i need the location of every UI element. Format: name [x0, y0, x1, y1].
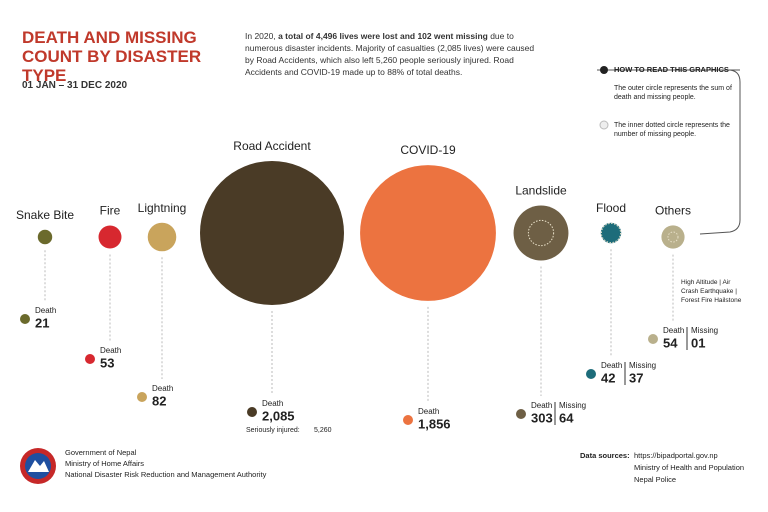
- note: High Altitude | Air Crash Earthquake | For…: [681, 279, 742, 304]
- death-label: Death: [601, 361, 622, 370]
- info-icon: [599, 120, 609, 130]
- government-line: National Disaster Risk Reduction and Man…: [65, 470, 267, 479]
- death-value: 2,085: [262, 408, 295, 423]
- disaster-name: Snake Bite: [16, 208, 74, 222]
- death-label: Death: [262, 399, 283, 408]
- summary: In 2020, a total of 4,496 lives were los…: [245, 30, 545, 78]
- death-value: 303: [531, 410, 553, 425]
- disaster-name: Others: [655, 204, 691, 218]
- death-circle: [600, 222, 622, 244]
- death-circle: [661, 225, 685, 249]
- date-range: 01 JAN – 31 DEC 2020: [22, 80, 128, 91]
- death-circle: [360, 165, 496, 301]
- government-line: Ministry of Home Affairs: [65, 459, 144, 468]
- disaster-name: Road Accident: [233, 139, 311, 153]
- disaster-name: Fire: [100, 204, 121, 218]
- death-circle: [513, 205, 569, 261]
- icon: [586, 369, 596, 379]
- disaster-name: Lightning: [138, 201, 187, 215]
- death-label: Death: [152, 384, 173, 393]
- summary-highlight: a total of 4,496 lives were lost and 102…: [278, 31, 488, 41]
- death-circle: [98, 225, 122, 249]
- missing-value: 64: [559, 410, 574, 425]
- missing-circle: [667, 231, 679, 243]
- icon: [516, 409, 526, 419]
- disaster-name: COVID-19: [400, 143, 456, 157]
- sources-label: Data sources:: [580, 451, 630, 460]
- summary-text: In 2020,: [245, 31, 279, 41]
- icon: [247, 407, 257, 417]
- missing-label: Missing: [629, 361, 656, 370]
- source: Nepal Police: [634, 475, 676, 484]
- death-label: Death: [100, 346, 121, 355]
- injured-label: Seriously injured:: [246, 427, 300, 434]
- missing-label: Missing: [559, 401, 586, 410]
- death-circle: [37, 229, 53, 245]
- how-to-title: HOW TO READ THIS GRAPHICS: [614, 65, 729, 74]
- disaster-name: Flood: [596, 201, 626, 215]
- death-circle: [200, 161, 344, 305]
- how-to-item: The inner dotted circle represents the nu…: [614, 122, 730, 138]
- death-value: 54: [663, 335, 678, 350]
- death-value: 21: [35, 315, 49, 330]
- bracket: [699, 69, 741, 235]
- missing-circle: [600, 222, 622, 244]
- death-value: 42: [601, 370, 615, 385]
- source: https://bipadportal.gov.np: [634, 451, 718, 460]
- icon: [648, 334, 658, 344]
- icon: [85, 354, 95, 364]
- injured-value: 5,260: [314, 427, 332, 434]
- icon: [137, 392, 147, 402]
- death-value: 82: [152, 393, 166, 408]
- death-label: Death: [531, 401, 552, 410]
- death-label: Death: [663, 326, 684, 335]
- source: Ministry of Health and Population: [634, 463, 744, 472]
- title: DEATH AND MISSING COUNT BY DISASTER TYPE: [22, 28, 202, 85]
- logo: [20, 448, 56, 484]
- missing-value: 01: [691, 335, 705, 350]
- info-icon: [600, 66, 608, 74]
- death-value: 53: [100, 355, 114, 370]
- death-label: Death: [35, 306, 56, 315]
- death-circle: [147, 222, 177, 252]
- summary-text: due to numerous disaster incidents. Majo…: [245, 31, 535, 77]
- death-value: 1,856: [418, 416, 451, 431]
- icon: [20, 314, 30, 324]
- icon: [403, 415, 413, 425]
- missing-circle: [527, 219, 555, 247]
- missing-label: Missing: [691, 326, 718, 335]
- missing-value: 37: [629, 370, 643, 385]
- how-to-item: The outer circle represents the sum of de…: [614, 85, 732, 101]
- disaster-name: Landslide: [515, 184, 567, 198]
- government-line: Government of Nepal: [65, 448, 137, 457]
- death-label: Death: [418, 407, 439, 416]
